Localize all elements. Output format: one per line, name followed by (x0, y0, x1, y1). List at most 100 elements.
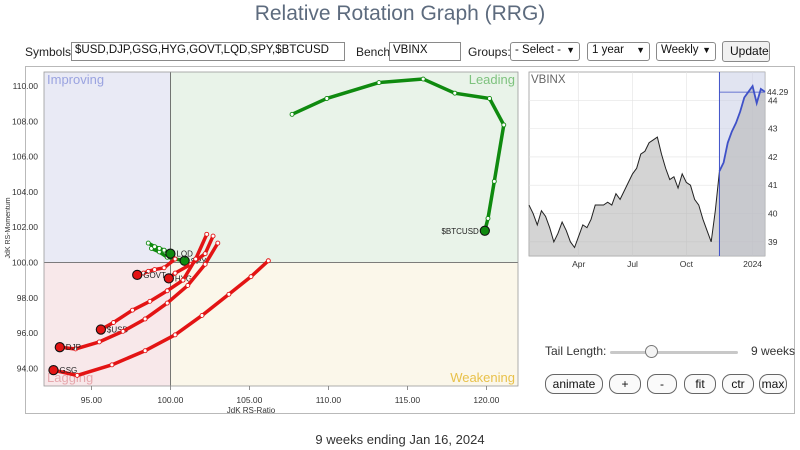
tail-length-slider-track[interactable] (610, 351, 738, 354)
update-button[interactable]: Update (722, 41, 770, 62)
mini-x-tick-label: 2024 (743, 259, 762, 269)
chart-panel-frame (25, 66, 795, 414)
period-caption: 9 weeks ending Jan 16, 2024 (315, 432, 485, 447)
tail-length-slider-thumb[interactable] (644, 345, 658, 358)
head-marker (179, 255, 190, 266)
mini-x-tick-label: Apr (572, 259, 585, 269)
tail-point (172, 256, 178, 262)
head-marker (479, 225, 490, 236)
tail-point (152, 244, 158, 250)
head-marker (95, 324, 107, 335)
x-tick-label: 100.00 (157, 395, 183, 405)
tail-point (74, 372, 80, 378)
x-tick-label: 95.00 (81, 395, 103, 405)
head-marker (163, 273, 174, 284)
mini-y-tick-label: 40 (768, 209, 778, 219)
symbols-label: Symbols: (25, 45, 75, 59)
tail-point (130, 307, 135, 313)
mini-y-tick-label: 44 (768, 95, 778, 105)
tail-point (491, 178, 497, 184)
mini-y-tick-label: 42 (768, 152, 778, 162)
y-tick-label: 96.00 (17, 328, 39, 338)
period-select[interactable]: 1 year ▼ (587, 42, 650, 61)
groups-label: Groups: (468, 45, 511, 59)
tail-point (120, 328, 126, 334)
y-tick-label: 108.00 (12, 116, 38, 126)
maximize-button[interactable]: max (759, 374, 787, 394)
head-marker (54, 342, 65, 353)
mini-x-tick-label: Oct (680, 259, 694, 269)
x-tick-label: 110.00 (316, 395, 342, 405)
y-tick-label: 102.00 (12, 222, 38, 232)
page-title: Relative Rotation Graph (RRG) (254, 2, 546, 25)
quadrant-label-weakening: Weakening (450, 370, 515, 385)
tail-point (485, 215, 491, 221)
tail-point (376, 80, 382, 86)
head-marker (48, 364, 59, 376)
x-tick-label: 120.00 (473, 395, 499, 405)
tail-point (265, 258, 271, 264)
zoom-in-button[interactable]: + (609, 374, 641, 394)
mini-chart-title: VBINX (531, 74, 566, 86)
interval-select[interactable]: Weekly ▼ (656, 42, 716, 61)
x-axis-label: JdK RS-Ratio (227, 406, 276, 415)
mini-x-tick-label: Jul (627, 259, 638, 269)
tail-point (145, 240, 151, 246)
series-label: LQD (176, 250, 193, 259)
tail-point (199, 312, 205, 318)
toolbar: Symbols: $USD,DJP,GSG,HYG,GOVT,LQD,SPY,$… (25, 41, 795, 62)
tail-point (501, 122, 507, 128)
tail-point (452, 90, 458, 96)
mini-price-line (528, 136, 720, 249)
tail-line (99, 232, 209, 332)
period-select-value: 1 year (592, 44, 624, 56)
animate-button[interactable]: animate (545, 374, 603, 394)
center-button[interactable]: ctr (722, 374, 754, 394)
series-label: GSG (59, 366, 77, 375)
tail-point (202, 261, 208, 267)
benchmark-mini-chart: VBINX 39 40 41 42 43 44 Apr Jul Oct 2024 44.29 (528, 71, 789, 269)
quadrant-improving (44, 72, 171, 263)
tail-point (420, 76, 426, 82)
plot-border (43, 71, 519, 387)
y-tick-label: 110.00 (13, 81, 39, 91)
head-marker (132, 269, 143, 281)
benchmark-input[interactable]: VBINX (389, 42, 461, 61)
tail-point (111, 320, 116, 325)
y-tick-label: 94.00 (17, 363, 39, 373)
tail-length-value: 9 weeks (751, 344, 796, 358)
tail-point (172, 270, 178, 276)
fit-button[interactable]: fit (684, 374, 716, 394)
tail-point (487, 96, 493, 101)
mini-y-tick-label: 41 (768, 180, 778, 190)
tail-point (324, 96, 330, 101)
symbols-input[interactable]: $USD,DJP,GSG,HYG,GOVT,LQD,SPY,$BTCUSD (71, 42, 345, 61)
y-tick-label: 104.00 (12, 187, 38, 197)
series-label: $BTCUSD (441, 227, 479, 236)
interval-select-value: Weekly (661, 44, 699, 56)
x-tick-label: 105.00 (236, 395, 262, 405)
y-tick-label: 98.00 (17, 293, 39, 303)
series-label: SPY (191, 257, 208, 266)
y-tick-label: 100.00 (12, 258, 38, 268)
head-marker (165, 248, 176, 259)
tail-point (147, 298, 153, 304)
tail-point (109, 362, 115, 368)
tail-point (96, 339, 102, 345)
tail-point (142, 348, 148, 354)
series-label: GOVT (143, 271, 166, 280)
tail-point (215, 240, 221, 246)
chevron-down-icon: ▼ (566, 45, 575, 55)
quadrant-label-improving: Improving (47, 72, 104, 87)
groups-select[interactable]: - Select - ▼ (510, 42, 580, 61)
tail-line (290, 77, 506, 233)
zoom-out-button[interactable]: - (647, 374, 677, 394)
tail-point (145, 268, 151, 274)
y-axis-label: JdK RS-Momentum (5, 197, 12, 258)
tail-point (289, 111, 295, 117)
tail-point (172, 332, 178, 338)
tail-point (161, 265, 167, 271)
